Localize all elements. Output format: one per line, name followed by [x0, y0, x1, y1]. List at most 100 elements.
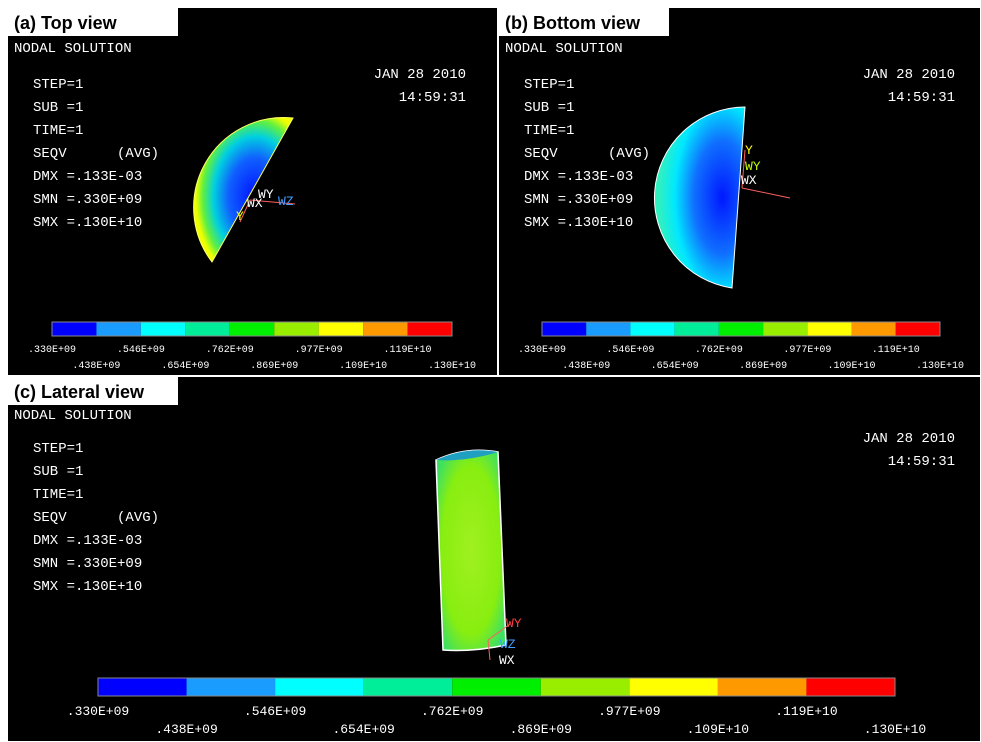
legend-label: .330E+09: [518, 345, 566, 356]
legend-label: .438E+09: [562, 361, 610, 372]
panel-label: (c) Lateral view: [14, 382, 145, 402]
page: {"panels": [ {"label": "(a) Top view", "…: [0, 0, 981, 742]
legend-swatch: [275, 678, 364, 696]
legend-label: .977E+09: [598, 704, 660, 719]
legend-label: .438E+09: [155, 722, 217, 737]
legend-label: .546E+09: [244, 704, 306, 719]
legend-label: .762E+09: [695, 345, 743, 356]
figure: (a) Top view NODAL SOLUTION STEP=1 SUB =1 TI…: [0, 0, 981, 742]
triad-label: WX: [741, 173, 757, 188]
info-line: SMN =.330E+09: [33, 556, 142, 572]
info-line: SEQV (AVG): [33, 510, 159, 526]
panel-label: (a) Top view: [14, 13, 118, 33]
legend-label: .109E+10: [828, 361, 876, 372]
info-line: SMN =.330E+09: [33, 192, 142, 208]
solution-title: NODAL SOLUTION: [505, 41, 623, 57]
info-line: SMX =.130E+10: [524, 215, 633, 231]
info-line: DMX =.133E-03: [524, 169, 633, 185]
legend-label: .109E+10: [339, 361, 387, 372]
info-line: STEP=1: [33, 441, 83, 457]
legend-label: .977E+09: [295, 345, 343, 356]
info-line: STEP=1: [33, 77, 83, 93]
time: 14:59:31: [399, 90, 466, 106]
legend-swatch: [452, 678, 541, 696]
legend-label: .109E+10: [687, 722, 749, 737]
panel-label: (b) Bottom view: [505, 13, 641, 33]
info-line: SEQV (AVG): [33, 146, 159, 162]
legend-label: .130E+10: [916, 361, 964, 372]
info-line: SEQV (AVG): [524, 146, 650, 162]
legend-label: .762E+09: [206, 345, 254, 356]
legend-label: .654E+09: [651, 361, 699, 372]
legend-label: .546E+09: [117, 345, 165, 356]
legend-swatch: [719, 322, 763, 336]
date: JAN 28 2010: [863, 431, 955, 447]
date: JAN 28 2010: [863, 67, 955, 83]
legend-label: .546E+09: [606, 345, 654, 356]
info-line: DMX =.133E-03: [33, 169, 142, 185]
info-line: DMX =.133E-03: [33, 533, 142, 549]
legend-label: .977E+09: [783, 345, 831, 356]
time: 14:59:31: [888, 90, 955, 106]
legend-swatch: [807, 322, 851, 336]
legend-swatch: [96, 322, 140, 336]
legend-label: .119E+10: [872, 345, 920, 356]
legend-swatch: [896, 322, 940, 336]
legend-swatch: [763, 322, 807, 336]
info-line: SMN =.330E+09: [524, 192, 633, 208]
triad-label: WX: [247, 196, 263, 211]
triad-label: WX: [499, 653, 515, 668]
legend-swatch: [718, 678, 807, 696]
info-line: SMX =.130E+10: [33, 579, 142, 595]
triad-label: WY: [506, 616, 522, 631]
lateral-view-shape: [436, 450, 506, 650]
legend-swatch: [52, 322, 96, 336]
info-line: SUB =1: [33, 464, 83, 480]
legend-swatch: [98, 678, 187, 696]
legend-label: .654E+09: [332, 722, 394, 737]
legend-swatch: [364, 678, 453, 696]
legend-label: .654E+09: [161, 361, 209, 372]
legend-swatch: [141, 322, 185, 336]
legend-label: .330E+09: [67, 704, 129, 719]
triad-label: Y: [236, 209, 244, 224]
legend-label: .330E+09: [28, 345, 76, 356]
legend-swatch: [230, 322, 274, 336]
info-line: TIME=1: [524, 123, 574, 139]
legend-swatch: [630, 322, 674, 336]
legend-label: .869E+09: [250, 361, 298, 372]
info-line: SMX =.130E+10: [33, 215, 142, 231]
triad-label: WZ: [500, 637, 516, 652]
legend-swatch: [319, 322, 363, 336]
info-line: SUB =1: [524, 100, 574, 116]
info-line: TIME=1: [33, 487, 83, 503]
legend-label: .119E+10: [775, 704, 837, 719]
triad-label: WY: [745, 159, 761, 174]
legend-swatch: [408, 322, 452, 336]
legend-label: .130E+10: [428, 361, 476, 372]
info-line: TIME=1: [33, 123, 83, 139]
date: JAN 28 2010: [374, 67, 466, 83]
legend-swatch: [675, 322, 719, 336]
legend-swatch: [274, 322, 318, 336]
legend-label: .762E+09: [421, 704, 483, 719]
legend-swatch: [363, 322, 407, 336]
legend-swatch: [187, 678, 276, 696]
info-line: STEP=1: [524, 77, 574, 93]
legend-label: .119E+10: [384, 345, 432, 356]
legend-swatch: [185, 322, 229, 336]
info-line: SUB =1: [33, 100, 83, 116]
legend-label: .438E+09: [72, 361, 120, 372]
legend-label: .869E+09: [739, 361, 787, 372]
triad-label: Y: [745, 143, 753, 158]
triad-label: WZ: [278, 194, 294, 209]
time: 14:59:31: [888, 454, 955, 470]
legend-swatch: [542, 322, 586, 336]
legend-label: .130E+10: [864, 722, 926, 737]
legend-swatch: [629, 678, 718, 696]
solution-title: NODAL SOLUTION: [14, 41, 132, 57]
legend-swatch: [541, 678, 630, 696]
legend-swatch: [806, 678, 895, 696]
legend-swatch: [586, 322, 630, 336]
solution-title: NODAL SOLUTION: [14, 408, 132, 424]
